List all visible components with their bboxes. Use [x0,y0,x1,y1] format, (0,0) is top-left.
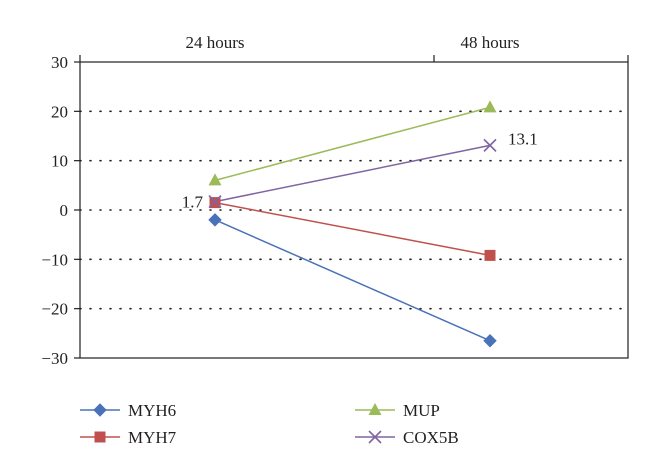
marker-x [208,195,222,209]
legend-item-myh6: MYH6 [80,401,176,420]
legend-label: MYH6 [128,401,176,420]
marker-diamond [93,403,107,417]
y-tick-label: 30 [51,53,68,72]
marker-square [94,431,106,443]
category-label: 48 hours [460,33,519,52]
y-tick-label: 0 [60,201,69,220]
marker-square [484,249,496,261]
y-tick-label: 20 [51,102,68,121]
category-label: 24 hours [185,33,244,52]
legend: MYH6 MYH7 MUP COX5B [80,401,459,447]
legend-label: MUP [403,401,440,420]
marker-diamond [208,213,222,227]
series-line-cox5b [214,144,491,203]
data-label: 13.1 [508,129,538,148]
series-lines [214,106,491,342]
legend-label: COX5B [403,428,459,447]
plot-area [74,55,629,359]
marker-x [368,430,382,444]
marker-triangle [368,403,382,415]
marker-diamond [483,334,497,348]
legend-label: MYH7 [128,428,177,447]
data-labels: 1.7 13.1 [182,129,538,211]
y-tick-label: −30 [41,349,68,368]
y-tick-label: −10 [41,250,68,269]
legend-item-cox5b: COX5B [355,428,459,447]
series-markers [208,100,497,348]
legend-item-myh7: MYH7 [80,428,177,447]
legend-item-mup: MUP [355,401,440,420]
x-axis-category-labels: 24 hours 48 hours [185,33,519,52]
series-line-myh7 [214,201,491,257]
y-tick-label: −20 [41,300,68,319]
y-tick-label: 10 [51,152,68,171]
data-label: 1.7 [182,193,204,212]
marker-triangle [208,173,222,186]
marker-x [483,138,497,152]
series-line-myh6 [214,219,491,342]
plot-frame [79,61,629,359]
gridlines [79,110,629,310]
y-axis-tick-labels: 30 20 10 0 −10 −20 −30 [41,53,68,368]
series-line-mup [214,106,491,182]
marker-triangle [483,100,497,113]
